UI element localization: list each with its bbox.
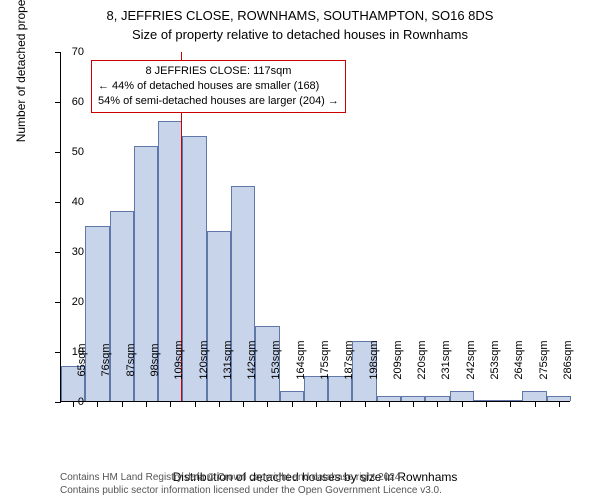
x-tick-label: 109sqm (173, 340, 185, 379)
x-tick (486, 401, 487, 407)
histogram-bar (280, 391, 304, 401)
x-tick (316, 401, 317, 407)
histogram-bar (328, 376, 352, 401)
x-tick (292, 401, 293, 407)
x-tick-label: 253sqm (489, 340, 501, 379)
annotation-line3: 54% of semi-detached houses are larger (… (98, 94, 339, 109)
y-tick (55, 102, 61, 103)
x-tick-label: 175sqm (319, 340, 331, 379)
page-title-line2: Size of property relative to detached ho… (0, 23, 600, 42)
y-tick-label: 70 (72, 46, 84, 58)
x-tick-label: 264sqm (513, 340, 525, 379)
x-tick (437, 401, 438, 407)
footer-line2: Contains public sector information licen… (60, 485, 442, 498)
x-tick (559, 401, 560, 407)
x-tick (413, 401, 414, 407)
x-tick-label: 187sqm (343, 340, 355, 379)
y-tick-label: 40 (72, 196, 84, 208)
x-tick-label: 153sqm (270, 340, 282, 379)
annotation-line1: 8 JEFFRIES CLOSE: 117sqm (98, 64, 339, 79)
x-tick (340, 401, 341, 407)
x-tick-label: 220sqm (416, 340, 428, 379)
x-tick-label: 209sqm (392, 340, 404, 379)
histogram-bar (522, 391, 546, 401)
y-tick (55, 152, 61, 153)
y-tick (55, 202, 61, 203)
y-tick (55, 252, 61, 253)
x-tick (97, 401, 98, 407)
annotation-line2: ← 44% of detached houses are smaller (16… (98, 79, 339, 94)
y-tick (55, 402, 61, 403)
x-tick (146, 401, 147, 407)
y-tick-label: 20 (72, 296, 84, 308)
x-tick (73, 401, 74, 407)
y-tick-label: 0 (78, 396, 84, 408)
histogram-bar (304, 376, 328, 401)
x-tick-label: 275sqm (538, 340, 550, 379)
x-tick-label: 231sqm (440, 340, 452, 379)
x-tick-label: 286sqm (562, 340, 574, 379)
x-tick-label: 98sqm (149, 343, 161, 376)
x-tick-label: 198sqm (368, 340, 380, 379)
x-tick-label: 76sqm (100, 343, 112, 376)
x-tick (535, 401, 536, 407)
x-tick-label: 120sqm (198, 340, 210, 379)
y-tick (55, 302, 61, 303)
y-tick (55, 352, 61, 353)
annotation-box: 8 JEFFRIES CLOSE: 117sqm← 44% of detache… (91, 60, 346, 113)
y-tick-label: 60 (72, 96, 84, 108)
x-tick-label: 242sqm (465, 340, 477, 379)
page-title-line1: 8, JEFFRIES CLOSE, ROWNHAMS, SOUTHAMPTON… (0, 0, 600, 23)
x-tick (195, 401, 196, 407)
x-tick-label: 142sqm (246, 340, 258, 379)
x-tick (170, 401, 171, 407)
x-tick (389, 401, 390, 407)
x-tick-label: 87sqm (125, 343, 137, 376)
x-tick-label: 65sqm (76, 343, 88, 376)
x-tick (219, 401, 220, 407)
y-axis-label: Number of detached properties (14, 0, 28, 142)
footer-line1: Contains HM Land Registry data © Crown c… (60, 472, 442, 485)
histogram-bar (450, 391, 474, 401)
footer-attribution: Contains HM Land Registry data © Crown c… (60, 472, 442, 497)
x-tick-label: 131sqm (222, 340, 234, 379)
y-tick (55, 52, 61, 53)
x-tick (243, 401, 244, 407)
y-tick-label: 30 (72, 246, 84, 258)
y-tick-label: 50 (72, 146, 84, 158)
x-tick (510, 401, 511, 407)
x-tick (462, 401, 463, 407)
x-tick (122, 401, 123, 407)
x-tick-label: 164sqm (295, 340, 307, 379)
x-tick (365, 401, 366, 407)
x-tick (267, 401, 268, 407)
